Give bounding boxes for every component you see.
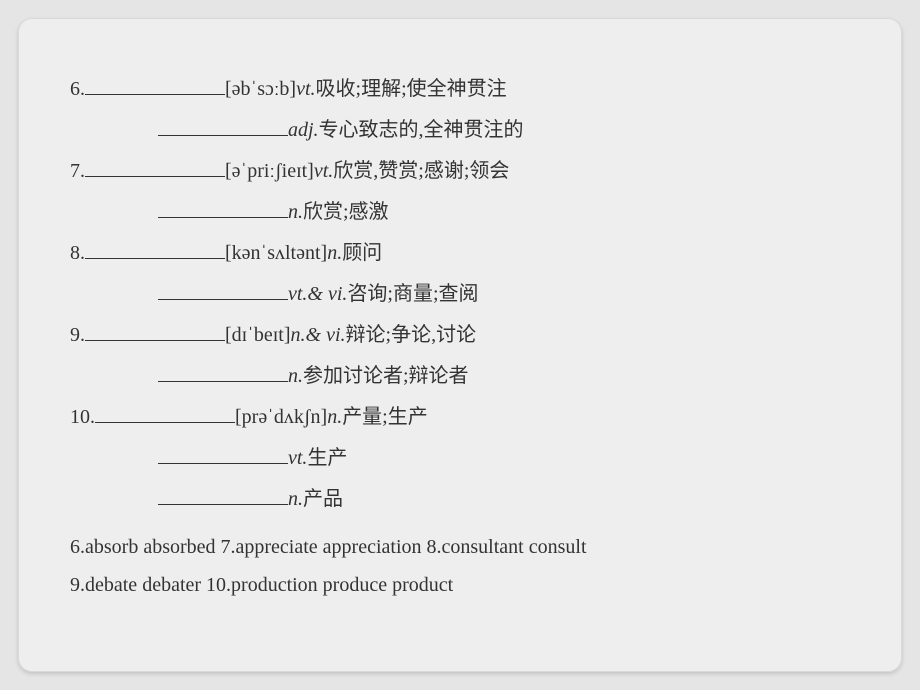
ipa-text: [kənˈsʌltənt] xyxy=(225,242,327,264)
pos-label: vt. xyxy=(288,447,307,469)
item-number: 7. xyxy=(70,160,85,182)
definition-text: 咨询;商量;查阅 xyxy=(347,283,478,305)
definition-text: 专心致志的,全神贯注的 xyxy=(319,119,524,141)
ipa-text: [dɪˈbeɪt] xyxy=(225,324,291,346)
fill-blank[interactable] xyxy=(158,197,288,218)
answer-line-2: 9.debate debater 10.production produce p… xyxy=(70,571,862,599)
fill-blank[interactable] xyxy=(85,74,225,95)
pos-label: n. xyxy=(288,365,303,387)
fill-blank[interactable] xyxy=(158,115,288,136)
item-subrow-10-1: n.产品 xyxy=(158,484,862,513)
pos-label: vt. xyxy=(314,160,333,182)
fill-blank[interactable] xyxy=(158,484,288,505)
answers-block: 6.absorb absorbed 7.appreciate appreciat… xyxy=(70,533,862,599)
definition-text: 产量;生产 xyxy=(342,406,428,428)
item-number: 6. xyxy=(70,78,85,100)
pos-label: n. xyxy=(327,242,342,264)
fill-blank[interactable] xyxy=(158,443,288,464)
item-number: 10. xyxy=(70,406,95,428)
pos-label: n. xyxy=(288,488,303,510)
pos-label: vt.& vi. xyxy=(288,283,347,305)
definition-text: 参加讨论者;辩论者 xyxy=(303,365,469,387)
fill-blank[interactable] xyxy=(85,320,225,341)
ipa-text: [əbˈsɔːb] xyxy=(225,78,296,100)
item-subrow-10-0: vt.生产 xyxy=(158,443,862,472)
item-row-6: 6. [əbˈsɔːb]vt.吸收;理解;使全神贯注 xyxy=(70,74,862,103)
item-subrow-6-0: adj.专心致志的,全神贯注的 xyxy=(158,115,862,144)
definition-text: 产品 xyxy=(303,488,343,510)
item-subrow-8-0: vt.& vi.咨询;商量;查阅 xyxy=(158,279,862,308)
definition-text: 生产 xyxy=(307,447,347,469)
fill-blank[interactable] xyxy=(95,402,235,423)
item-row-9: 9. [dɪˈbeɪt]n.& vi.辩论;争论,讨论 xyxy=(70,320,862,349)
worksheet-card: 6.[əbˈsɔːb]vt.吸收;理解;使全神贯注 adj.专心致志的,全神贯注… xyxy=(18,18,902,672)
pos-label: n. xyxy=(327,406,342,428)
item-row-8: 8. [kənˈsʌltənt]n.顾问 xyxy=(70,238,862,267)
fill-blank[interactable] xyxy=(85,156,225,177)
item-number: 9. xyxy=(70,324,85,346)
definition-text: 顾问 xyxy=(342,242,382,264)
answer-line-1: 6.absorb absorbed 7.appreciate appreciat… xyxy=(70,533,862,561)
ipa-text: [əˈpriːʃieɪt] xyxy=(225,160,314,182)
definition-text: 欣赏,赞赏;感谢;领会 xyxy=(333,160,509,182)
pos-label: n.& vi. xyxy=(291,324,346,346)
fill-blank[interactable] xyxy=(158,279,288,300)
definition-text: 吸收;理解;使全神贯注 xyxy=(316,78,507,100)
pos-label: vt. xyxy=(296,78,315,100)
item-row-10: 10. [prəˈdʌkʃn]n.产量;生产 xyxy=(70,402,862,431)
fill-blank[interactable] xyxy=(158,361,288,382)
definition-text: 欣赏;感激 xyxy=(303,201,389,223)
pos-label: adj. xyxy=(288,119,319,141)
item-row-7: 7. [əˈpriːʃieɪt]vt.欣赏,赞赏;感谢;领会 xyxy=(70,156,862,185)
pos-label: n. xyxy=(288,201,303,223)
ipa-text: [prəˈdʌkʃn] xyxy=(235,406,327,428)
fill-blank[interactable] xyxy=(85,238,225,259)
item-subrow-9-0: n.参加讨论者;辩论者 xyxy=(158,361,862,390)
item-number: 8. xyxy=(70,242,85,264)
item-subrow-7-0: n.欣赏;感激 xyxy=(158,197,862,226)
definition-text: 辩论;争论,讨论 xyxy=(346,324,477,346)
